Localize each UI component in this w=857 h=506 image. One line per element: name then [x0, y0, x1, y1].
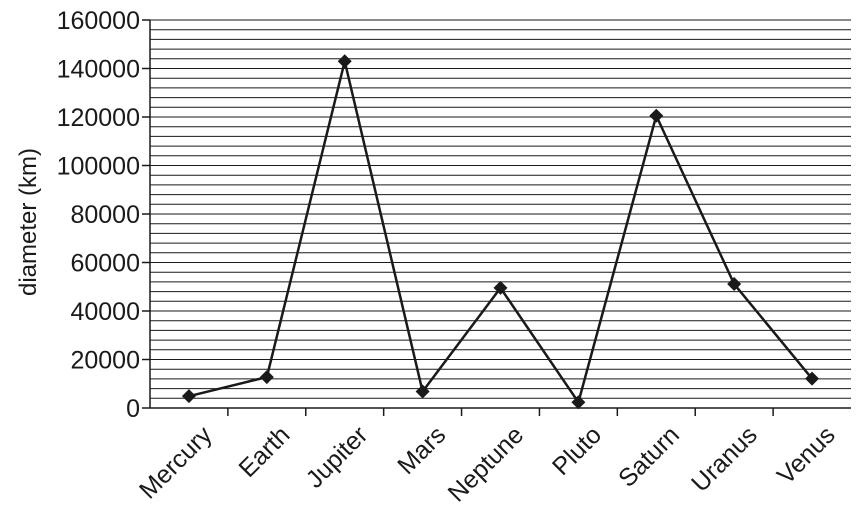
- axes: [142, 19, 851, 416]
- data-point-marker: [337, 54, 352, 69]
- data-point-marker: [415, 384, 430, 399]
- y-tick-labels: 0 20000 40000 60000 80000 100000 120000 140000 1…: [57, 7, 140, 423]
- y-axis-label: diameter (km): [15, 148, 42, 296]
- data-point-marker: [493, 280, 508, 295]
- x-tick-label: Saturn: [613, 421, 685, 493]
- data-point-marker: [181, 389, 196, 404]
- data-point-marker: [649, 108, 664, 123]
- x-tick-label: Neptune: [443, 421, 530, 506]
- y-tick-label: 100000: [57, 153, 140, 181]
- gridlines: [150, 19, 851, 399]
- y-tick-label: 20000: [70, 347, 140, 375]
- data-point-marker: [805, 371, 820, 386]
- y-tick-label: 160000: [57, 7, 140, 35]
- data-point-marker: [259, 370, 274, 385]
- x-tick-label: Mercury: [134, 421, 218, 505]
- x-tick-label: Jupiter: [301, 421, 374, 494]
- y-tick-label: 140000: [57, 56, 140, 84]
- y-tick-label: 0: [126, 395, 140, 423]
- x-tick-label: Pluto: [547, 421, 607, 481]
- data-point-marker: [571, 395, 586, 410]
- series-line: [188, 60, 814, 406]
- y-tick-label: 80000: [70, 201, 140, 229]
- data-series: [181, 54, 820, 410]
- y-tick-label: 40000: [70, 298, 140, 326]
- x-tick-label: Mars: [392, 421, 451, 480]
- x-tick-label: Venus: [772, 421, 841, 490]
- data-point-marker: [727, 277, 742, 292]
- x-tick-label: Uranus: [686, 421, 763, 498]
- y-tick-label: 60000: [70, 250, 140, 278]
- x-tick-label: Earth: [233, 421, 295, 483]
- y-tick-label: 120000: [57, 104, 140, 132]
